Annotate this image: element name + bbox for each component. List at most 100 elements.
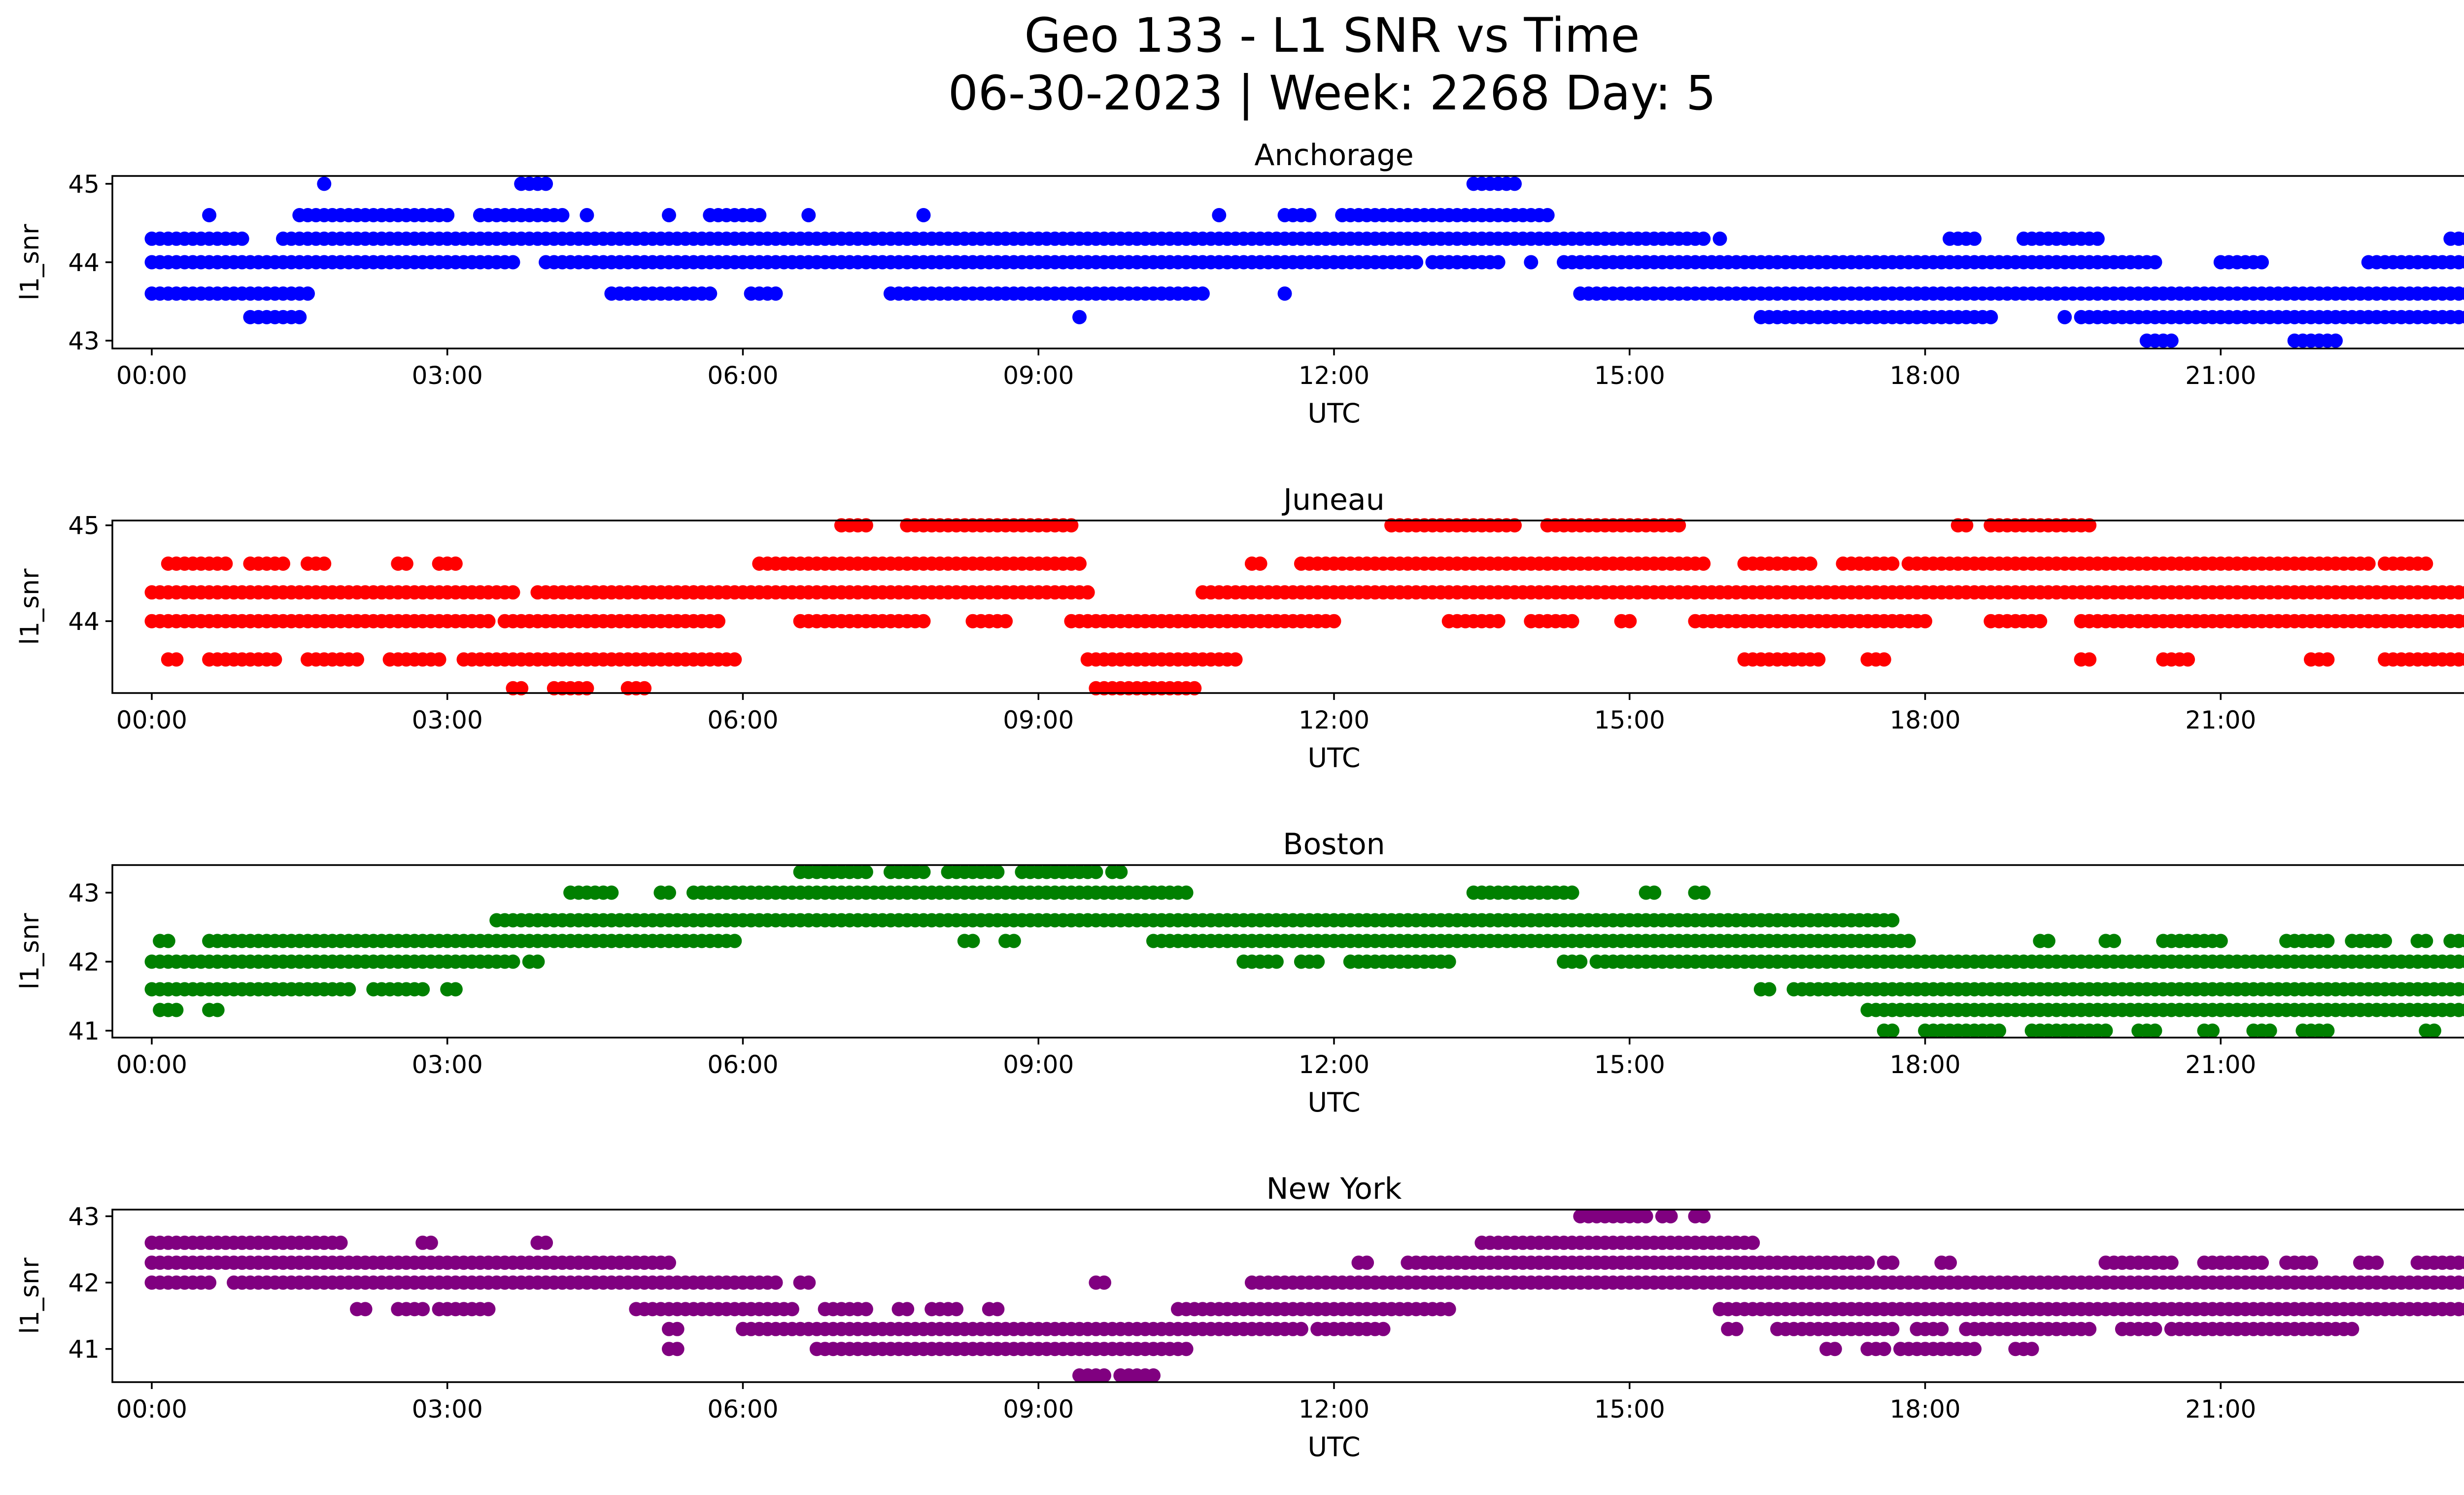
data-points: [144, 518, 2464, 695]
y-tick-label: 45: [68, 170, 100, 199]
data-point: [670, 1321, 684, 1336]
data-point: [2460, 1276, 2464, 1289]
data-point: [858, 865, 873, 879]
data-point: [1745, 1235, 1760, 1250]
subplot-juneau: Juneau 00:00 03:00 06:00 09:00 12:00 15:00 18:0…: [15, 483, 2464, 773]
y-axis-label: l1_snr: [15, 1257, 45, 1334]
data-point: [539, 176, 553, 191]
data-point: [333, 1235, 348, 1250]
data-point: [202, 208, 217, 222]
data-point: [1565, 614, 1579, 628]
x-tick-label: 15:00: [1594, 1050, 1665, 1079]
data-point: [2181, 652, 2195, 667]
data-point: [1860, 1255, 1875, 1270]
data-point: [1762, 982, 1777, 997]
data-point: [2213, 934, 2228, 948]
subplot-title: Boston: [1283, 827, 1385, 862]
data-point: [1113, 865, 1128, 879]
data-point: [2460, 311, 2464, 324]
data-point: [506, 585, 520, 600]
data-point: [301, 286, 315, 301]
data-point: [2255, 1255, 2269, 1270]
x-axis-label: UTC: [1307, 1431, 1360, 1462]
y-tick-label: 42: [68, 948, 100, 976]
data-point: [768, 1275, 783, 1290]
data-point: [235, 231, 249, 246]
data-point: [2378, 934, 2392, 948]
data-point: [2460, 287, 2464, 300]
data-point: [1294, 1321, 1308, 1336]
y-axis-label: l1_snr: [15, 913, 45, 990]
x-tick-label: 00:00: [116, 1050, 187, 1079]
subplot-boston: Boston 00:00 03:00 06:00 09:00 12:00 15:00 18:0…: [15, 827, 2464, 1118]
x-tick-label: 12:00: [1299, 1050, 1369, 1079]
x-tick-label: 00:00: [116, 361, 187, 390]
data-point: [2304, 1255, 2318, 1270]
data-point: [1179, 1342, 1194, 1356]
data-point: [415, 1302, 430, 1317]
data-point: [1877, 652, 1891, 667]
data-point: [440, 208, 455, 222]
subplot-new-york: New York 00:00 03:00 06:00 09:00 12:00 15:00 18…: [15, 1172, 2464, 1462]
data-point: [1441, 954, 1456, 969]
data-point: [662, 208, 676, 222]
data-point: [555, 208, 570, 222]
data-point: [317, 556, 332, 571]
data-point: [1360, 1255, 1374, 1270]
data-point: [580, 208, 594, 222]
data-point: [1409, 255, 1424, 270]
data-point: [1228, 652, 1243, 667]
x-tick-label: 09:00: [1003, 1395, 1074, 1424]
data-point: [218, 556, 233, 571]
x-tick-label: 03:00: [412, 706, 483, 734]
data-point: [1712, 231, 1727, 246]
data-point: [1885, 556, 1900, 571]
y-tick-label: 42: [68, 1269, 100, 1297]
x-tick-label: 18:00: [1889, 1395, 1960, 1424]
data-point: [2320, 652, 2335, 667]
data-point: [2057, 310, 2072, 324]
data-point: [2148, 255, 2162, 270]
axes-frame: [111, 520, 2464, 694]
x-tick-label: 18:00: [1889, 706, 1960, 734]
y-tick-label: 43: [68, 327, 100, 355]
data-point: [2164, 1255, 2179, 1270]
data-point: [1507, 518, 1522, 533]
data-point: [2460, 1302, 2464, 1316]
figure-title-line2: 06-30-2023 | Week: 2268 Day: 5: [948, 66, 1716, 121]
data-point: [604, 885, 619, 900]
subplot-anchorage: Anchorage 00:00 03:00 06:00 09:00 12:00 15:00 1…: [15, 138, 2464, 429]
data-point: [1187, 681, 1202, 695]
x-tick-label: 09:00: [1003, 361, 1074, 390]
data-point: [1827, 1342, 1842, 1356]
x-tick-label: 06:00: [707, 1395, 778, 1424]
data-point: [2460, 955, 2464, 969]
data-point: [202, 1275, 217, 1290]
data-point: [161, 934, 175, 948]
data-point: [1984, 310, 1998, 324]
data-point: [415, 982, 430, 997]
data-point: [1934, 1321, 1949, 1336]
data-point: [2427, 1023, 2441, 1038]
data-point: [1491, 614, 1506, 628]
data-point: [752, 208, 767, 222]
data-point: [1006, 934, 1021, 948]
data-point: [1376, 1321, 1391, 1336]
data-point: [670, 1342, 684, 1356]
data-point: [2082, 518, 2097, 533]
data-point: [1269, 954, 1284, 969]
data-point: [1097, 1275, 1111, 1290]
y-tick-label: 43: [68, 1202, 100, 1231]
data-point: [858, 1302, 873, 1317]
data-point: [1064, 518, 1079, 533]
data-point: [1302, 208, 1317, 222]
subplot-title: New York: [1266, 1172, 1402, 1206]
data-point: [1696, 1209, 1711, 1223]
data-point: [2320, 934, 2335, 948]
data-point: [768, 286, 783, 301]
data-point: [276, 556, 290, 571]
data-point: [1885, 1023, 1900, 1038]
x-tick-label: 06:00: [707, 361, 778, 390]
data-point: [1729, 1321, 1744, 1336]
